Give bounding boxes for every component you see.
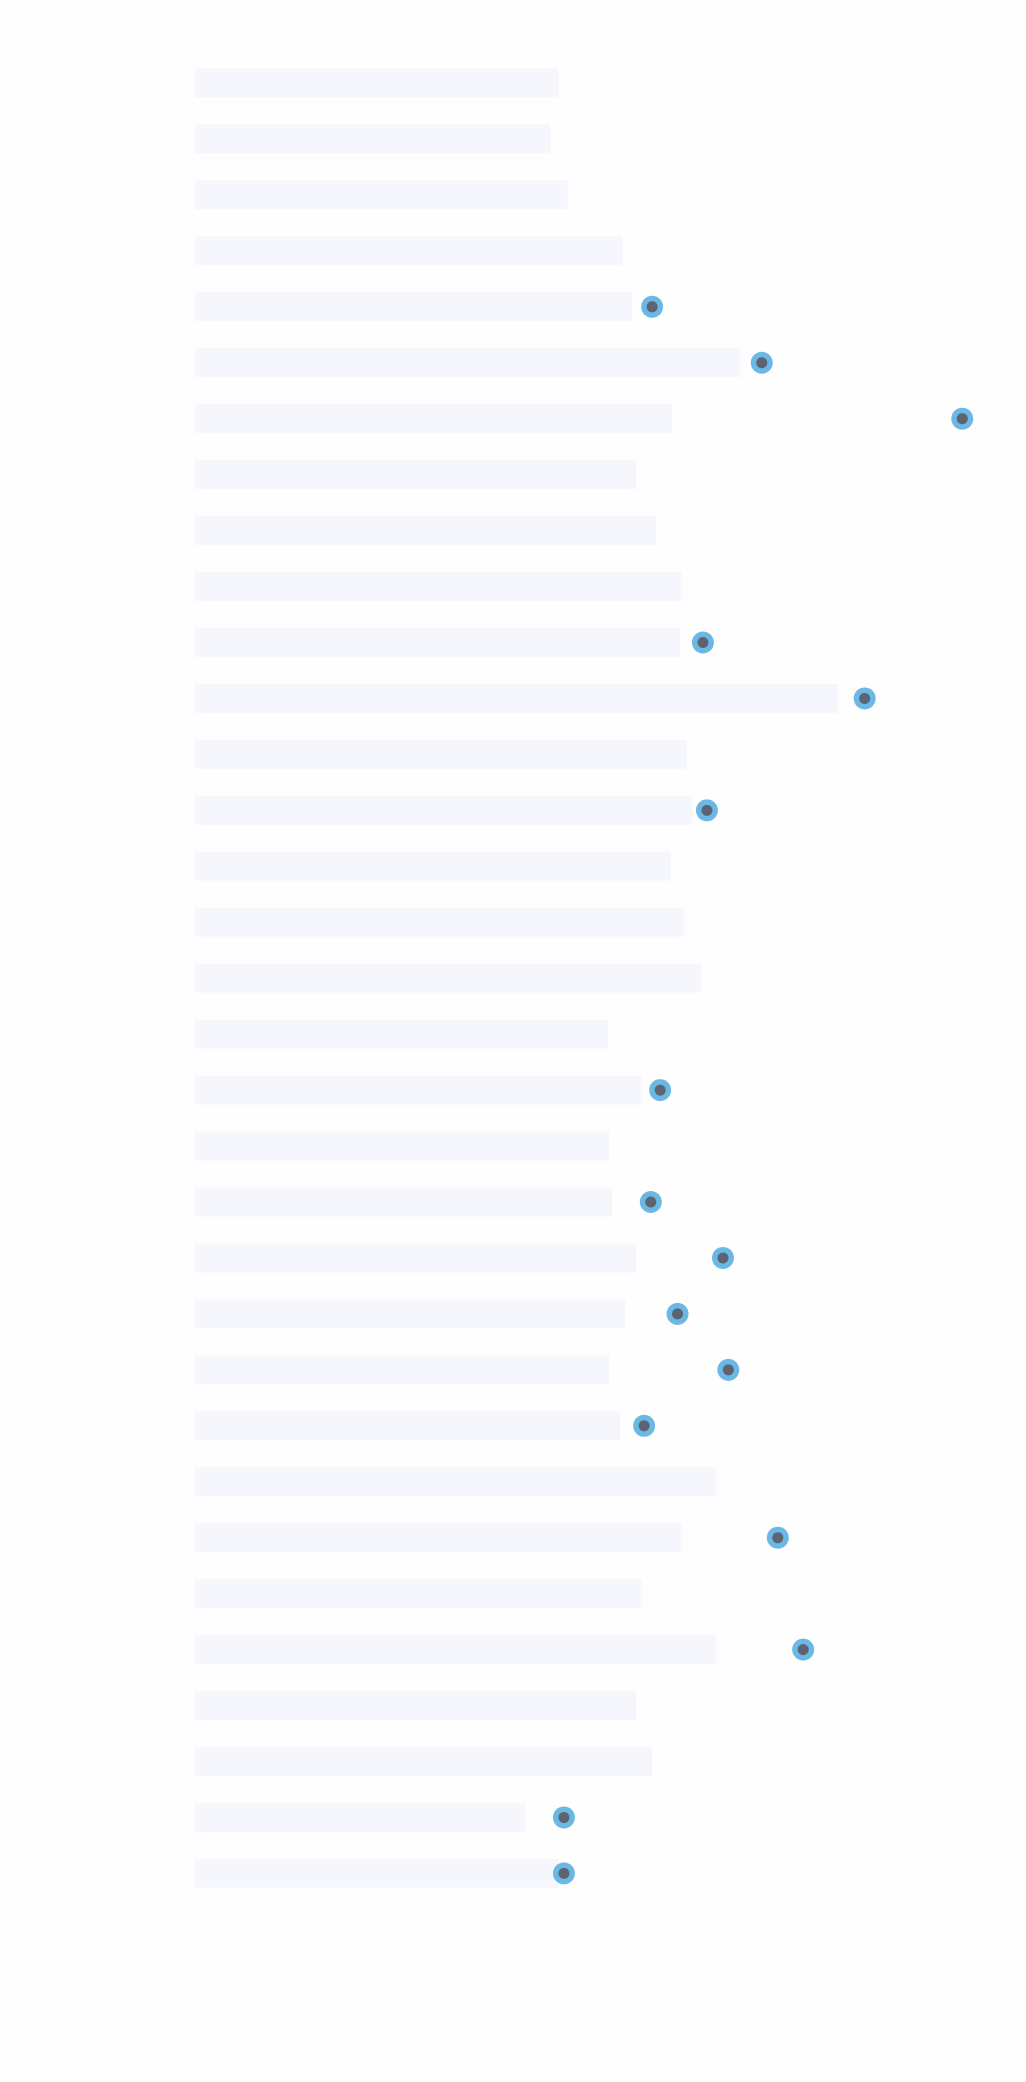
dot (792, 1638, 815, 1661)
dot (641, 295, 664, 318)
bar (195, 1802, 526, 1832)
bar (195, 1467, 717, 1497)
bar (195, 1131, 610, 1161)
bar (195, 963, 702, 993)
dot (853, 687, 876, 710)
dot (711, 1246, 734, 1269)
bar (195, 1299, 626, 1329)
bar (195, 1243, 637, 1273)
bar (195, 348, 741, 378)
bar (195, 1355, 610, 1385)
bar (195, 236, 623, 266)
bar (195, 1747, 653, 1776)
dot (750, 351, 773, 374)
bar (195, 907, 685, 937)
dot (766, 1526, 789, 1549)
dot (552, 1862, 575, 1885)
bar (195, 516, 657, 546)
bar (195, 628, 681, 657)
bar (195, 572, 682, 602)
bar (195, 1858, 559, 1888)
dot (666, 1302, 689, 1325)
dot (717, 1358, 740, 1381)
bar (195, 68, 559, 98)
bar (195, 1523, 682, 1553)
bar (195, 180, 568, 210)
dot (552, 1806, 575, 1829)
dot (649, 1079, 672, 1102)
bar (195, 292, 633, 322)
dot (691, 631, 714, 654)
dot (695, 799, 718, 822)
bar (195, 683, 838, 713)
bar (195, 1635, 717, 1665)
bar (195, 1411, 621, 1441)
bar (195, 1075, 642, 1105)
bar (195, 1019, 609, 1049)
bar (195, 404, 673, 434)
bar (195, 1187, 613, 1217)
bar (195, 851, 671, 881)
bar (195, 1579, 642, 1609)
dot (639, 1191, 662, 1213)
bar (195, 124, 551, 154)
dot (633, 1414, 656, 1437)
bar (195, 795, 693, 825)
bar (195, 460, 637, 490)
bar (195, 739, 687, 769)
dot (951, 407, 974, 430)
bar (195, 1691, 637, 1721)
